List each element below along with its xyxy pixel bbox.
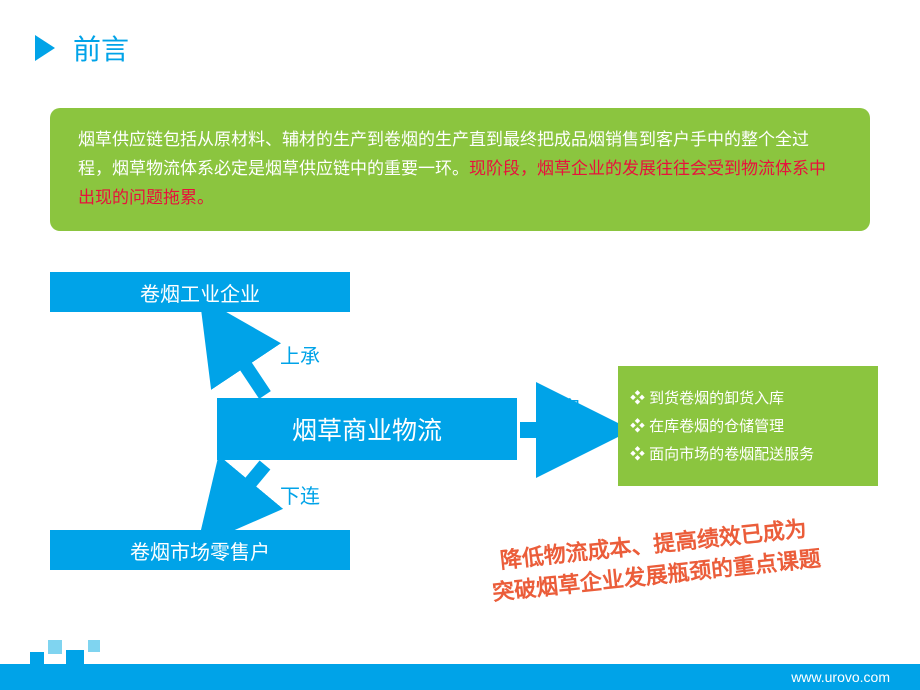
node-industrial: 卷烟工业企业 [50, 272, 350, 312]
node-commercial-logistics: 烟草商业物流 [217, 398, 517, 460]
callout-text: 降低物流成本、提高绩效已成为 突破烟草企业发展瓶颈的重点课题 [438, 508, 872, 614]
page-title: 前言 [73, 28, 129, 68]
content-box: ❖ 到货卷烟的卸货入库 ❖ 在库卷烟的仓储管理 ❖ 面向市场的卷烟配送服务 [618, 366, 878, 486]
play-arrow-icon [35, 35, 55, 61]
decor-square [88, 640, 100, 652]
arrow-down-icon [200, 460, 280, 540]
arrow-up-icon [200, 310, 280, 400]
footer-url: www.urovo.com [791, 669, 890, 685]
bullet-item: ❖ 面向市场的卷烟配送服务 [630, 443, 866, 464]
bullet-item: ❖ 在库卷烟的仓储管理 [630, 415, 866, 436]
label-up: 上承 [280, 340, 320, 369]
decor-square [48, 640, 62, 654]
arrow-right-icon [520, 415, 615, 445]
header: 前言 [35, 28, 129, 68]
intro-box: 烟草供应链包括从原材料、辅材的生产到卷烟的生产直到最终把成品烟销售到客户手中的整… [50, 108, 870, 231]
footer-bar: www.urovo.com [0, 664, 920, 690]
label-down: 下连 [280, 480, 320, 509]
bullet-item: ❖ 到货卷烟的卸货入库 [630, 387, 866, 408]
slide: 前言 烟草供应链包括从原材料、辅材的生产到卷烟的生产直到最终把成品烟销售到客户手… [0, 0, 920, 690]
